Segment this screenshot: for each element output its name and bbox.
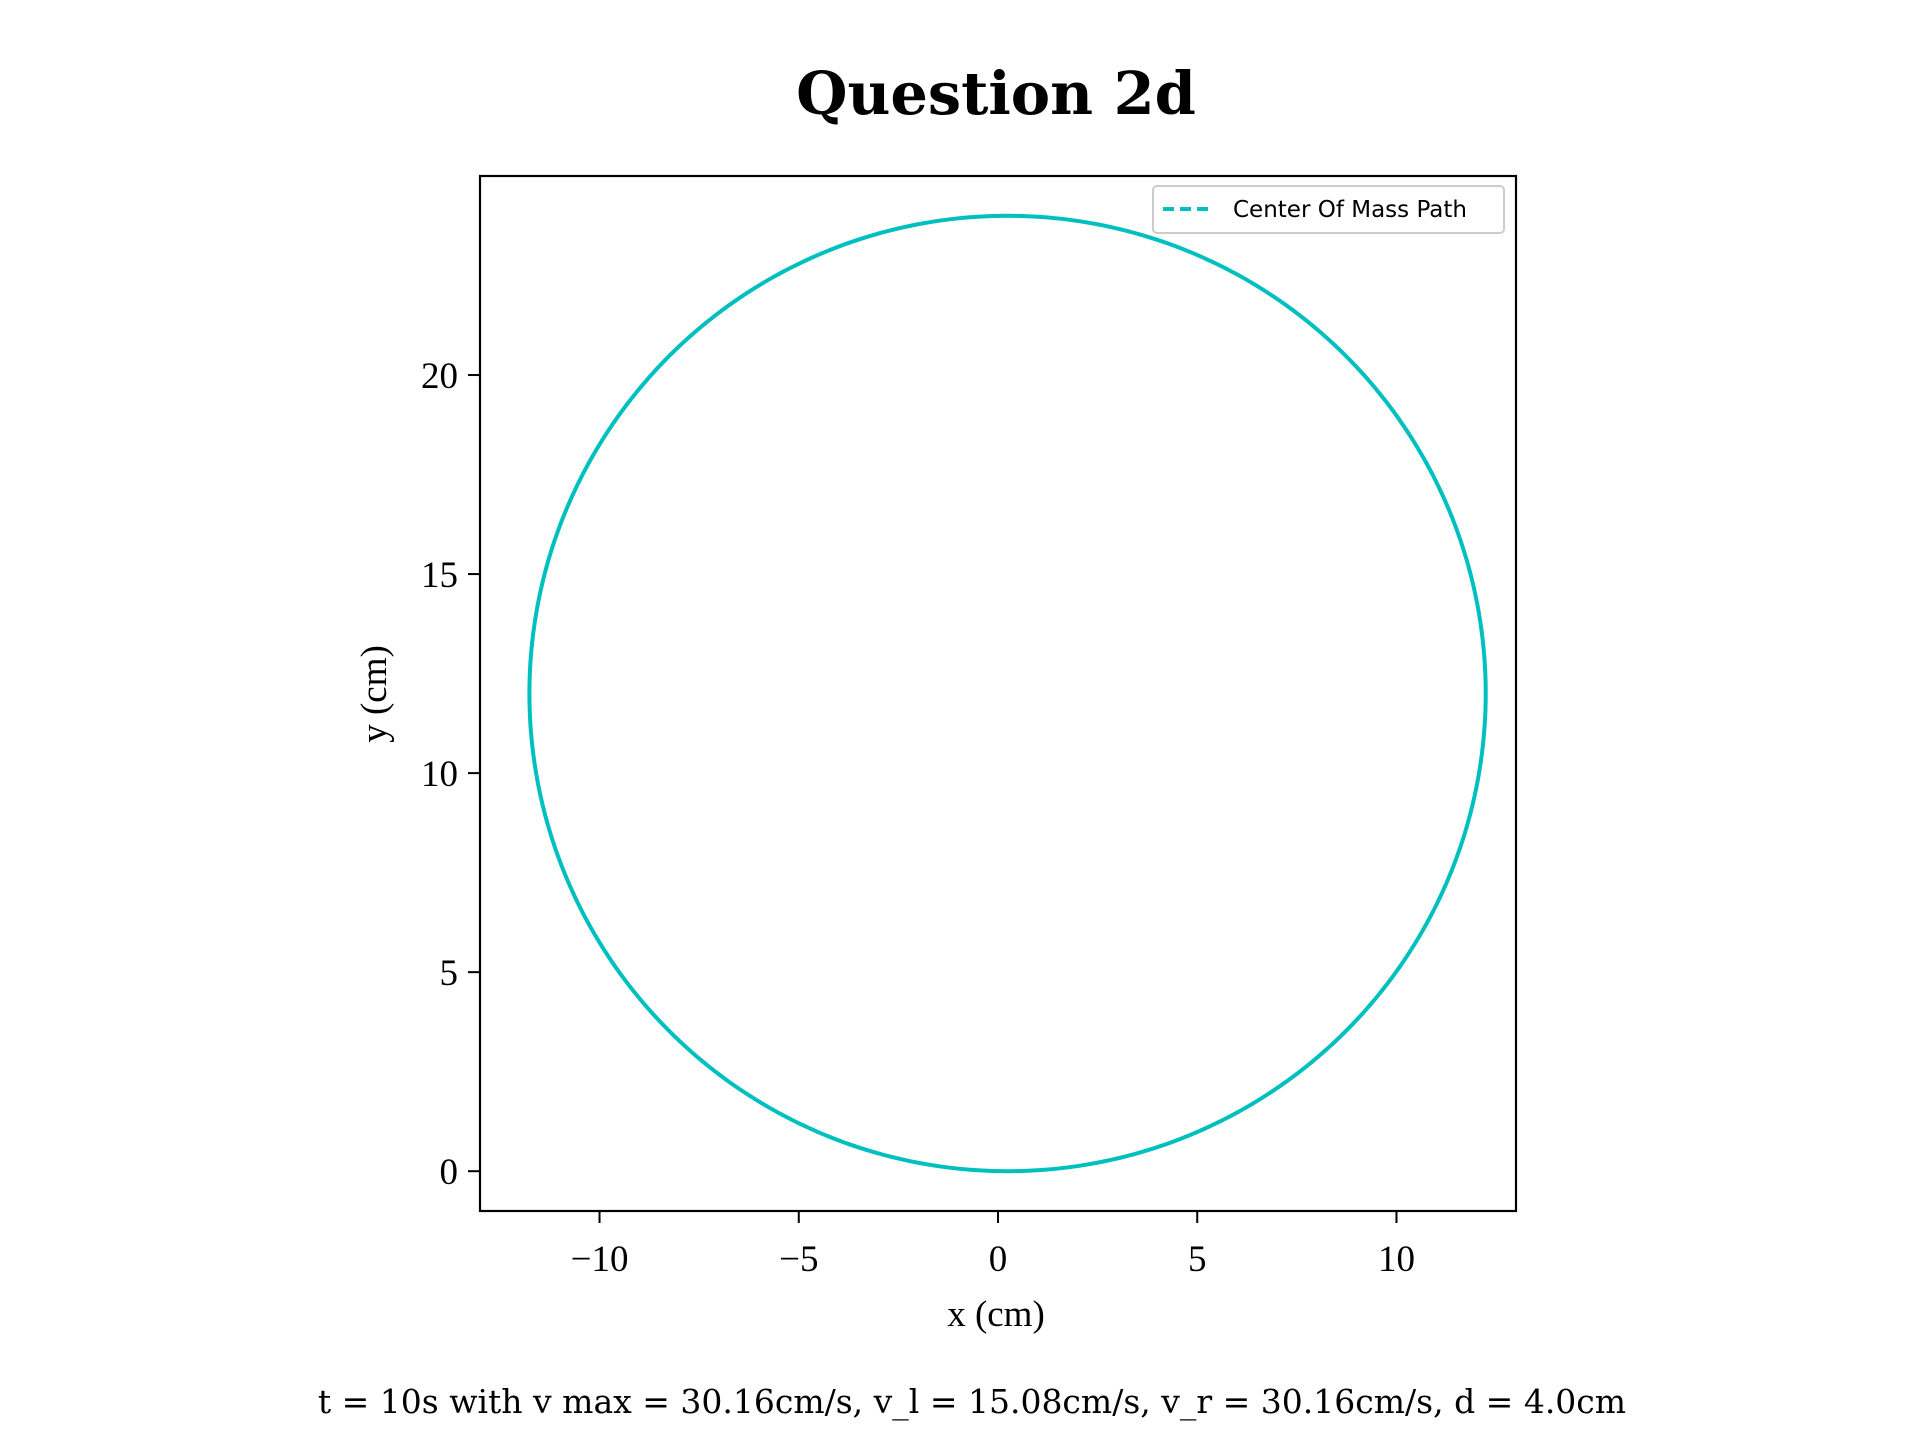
x-tick-label: 5 — [1188, 1239, 1207, 1280]
y-axis-ticks: 0 5 10 15 20 — [421, 356, 480, 1193]
series-layer — [527, 213, 1488, 1174]
figure-caption: t = 10s with v max = 30.16cm/s, v_l = 15… — [318, 1382, 1626, 1422]
plot-area: −10 −5 0 5 10 0 5 10 15 20 — [421, 174, 1518, 1280]
x-axis-ticks: −10 −5 0 5 10 — [571, 1211, 1415, 1280]
x-tick-label: −10 — [571, 1239, 629, 1280]
legend-label-center-of-mass-path: Center Of Mass Path — [1233, 197, 1467, 223]
legend: Center Of Mass Path — [1152, 185, 1505, 234]
chart-title: Question 2d — [796, 59, 1196, 128]
x-tick-label: −5 — [779, 1239, 818, 1280]
y-tick-label: 20 — [421, 356, 458, 397]
x-tick-label: 10 — [1378, 1239, 1415, 1280]
plot-frame — [478, 174, 1518, 1213]
x-axis-label: x (cm) — [947, 1294, 1045, 1335]
y-tick-label: 10 — [421, 754, 458, 795]
y-axis-label: y (cm) — [354, 645, 395, 743]
y-tick-label: 5 — [440, 953, 459, 994]
legend-box — [1152, 185, 1505, 234]
series-line-center-of-mass-path — [527, 213, 1488, 1174]
y-tick-label: 15 — [421, 555, 458, 596]
y-tick-label: 0 — [440, 1152, 459, 1193]
x-tick-label: 0 — [989, 1239, 1008, 1280]
